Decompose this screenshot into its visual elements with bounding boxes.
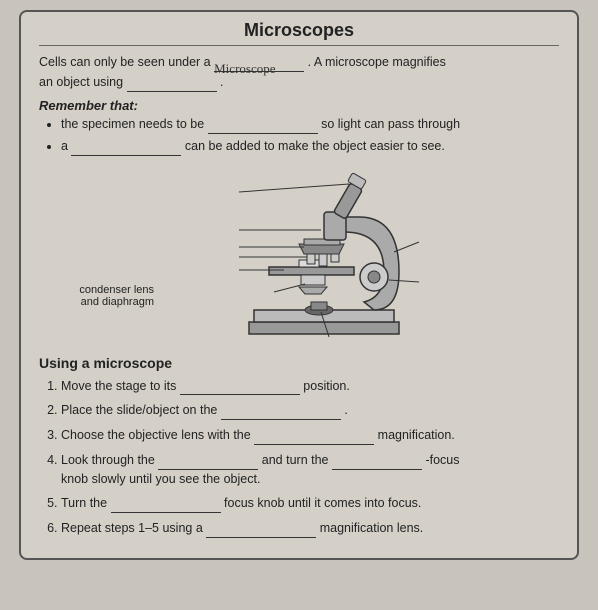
b2a: a [61, 139, 71, 153]
blank-s1[interactable] [180, 380, 300, 395]
blank-2[interactable] [127, 77, 217, 92]
step-1: Move the stage to its position. [61, 377, 559, 396]
step-4: Look through the and turn the -focus kno… [61, 451, 559, 489]
intro-1b: . A microscope magnifies [308, 55, 446, 69]
s6b: magnification lens. [320, 521, 424, 535]
s3a: Choose the objective lens with the [61, 428, 254, 442]
worksheet-page: Microscopes Cells can only be seen under… [19, 10, 579, 560]
s4b: and turn the [262, 453, 332, 467]
handwritten-answer: Microscope [214, 61, 275, 76]
s2a: Place the slide/object on the [61, 403, 221, 417]
microscope-diagram: condenser lens and diaphragm [39, 162, 559, 347]
microscope-svg [149, 162, 449, 342]
s4c: -focus [425, 453, 459, 467]
s5a: Turn the [61, 496, 111, 510]
divider [39, 45, 559, 46]
remember-heading: Remember that: [39, 98, 559, 113]
b2b: can be added to make the object easier t… [185, 139, 445, 153]
blank-s5[interactable] [111, 498, 221, 513]
s2b: . [344, 403, 347, 417]
step-5: Turn the focus knob until it comes into … [61, 494, 559, 513]
page-title: Microscopes [39, 20, 559, 41]
blank-s2[interactable] [221, 405, 341, 420]
blank-s3[interactable] [254, 430, 374, 445]
step-6: Repeat steps 1–5 using a magnification l… [61, 519, 559, 538]
s4a: Look through the [61, 453, 158, 467]
condenser-label: condenser lens and diaphragm [44, 284, 154, 308]
using-heading: Using a microscope [39, 355, 559, 371]
blank-s6[interactable] [206, 523, 316, 538]
blank-s4b[interactable] [332, 455, 422, 470]
s4d: knob slowly until you see the object. [61, 472, 260, 486]
blank-1[interactable]: Microscope [214, 57, 304, 72]
b1a: the specimen needs to be [61, 117, 208, 131]
s1a: Move the stage to its [61, 379, 180, 393]
bullet-1: the specimen needs to be so light can pa… [61, 115, 559, 134]
s5b: focus knob until it comes into focus. [224, 496, 421, 510]
step-3: Choose the objective lens with the magni… [61, 426, 559, 445]
intro-2b: . [220, 75, 223, 89]
intro-text: Cells can only be seen under a Microscop… [39, 52, 559, 92]
blank-s4a[interactable] [158, 455, 258, 470]
condenser-text: condenser lens and diaphragm [79, 284, 154, 308]
steps-list: Move the stage to its position. Place th… [39, 377, 559, 538]
blank-4[interactable] [71, 141, 181, 156]
s6a: Repeat steps 1–5 using a [61, 521, 206, 535]
intro-2a: an object using [39, 75, 127, 89]
intro-1a: Cells can only be seen under a [39, 55, 214, 69]
bullet-list: the specimen needs to be so light can pa… [47, 115, 559, 156]
bullet-2: a can be added to make the object easier… [61, 137, 559, 156]
b1b: so light can pass through [321, 117, 460, 131]
step-2: Place the slide/object on the . [61, 401, 559, 420]
blank-3[interactable] [208, 119, 318, 134]
s1b: position. [303, 379, 350, 393]
s3b: magnification. [378, 428, 455, 442]
